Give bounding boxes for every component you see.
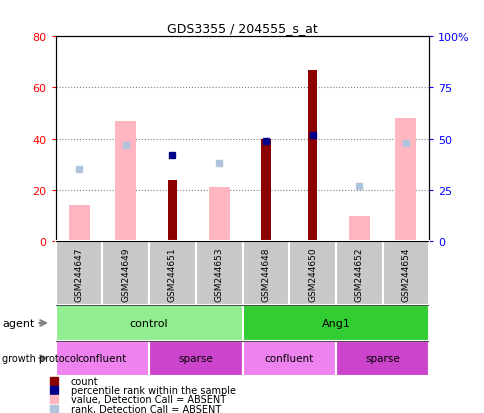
Bar (335, 341, 428, 376)
Bar (56, 306, 242, 341)
Bar (149, 341, 242, 376)
Bar (348, 216, 369, 242)
Bar (242, 306, 428, 341)
Text: count: count (71, 376, 98, 386)
Bar (394, 119, 416, 242)
Bar (242, 242, 288, 306)
Bar (307, 70, 317, 242)
Text: GSM244654: GSM244654 (401, 247, 409, 301)
Text: sparse: sparse (178, 353, 213, 363)
Text: GSM244651: GSM244651 (167, 247, 177, 301)
Bar (260, 140, 270, 242)
Bar (335, 242, 382, 306)
Text: GSM244647: GSM244647 (75, 247, 83, 301)
Bar (56, 341, 149, 376)
Text: Ang1: Ang1 (321, 318, 349, 328)
Bar (382, 242, 428, 306)
Text: control: control (130, 318, 168, 328)
Bar (115, 121, 136, 242)
Text: GSM244652: GSM244652 (354, 247, 363, 301)
Bar (68, 206, 90, 242)
Text: rank, Detection Call = ABSENT: rank, Detection Call = ABSENT (71, 404, 221, 413)
Bar (242, 341, 335, 376)
Text: sparse: sparse (364, 353, 399, 363)
Bar (149, 242, 196, 306)
Text: GSM244648: GSM244648 (261, 247, 270, 301)
Bar (102, 242, 149, 306)
Text: confluent: confluent (77, 353, 127, 363)
Text: growth protocol: growth protocol (2, 353, 79, 363)
Bar (208, 188, 229, 242)
Text: agent: agent (2, 318, 35, 328)
Title: GDS3355 / 204555_s_at: GDS3355 / 204555_s_at (167, 21, 317, 35)
Text: GSM244650: GSM244650 (307, 247, 317, 301)
Bar (56, 242, 102, 306)
Bar (288, 242, 335, 306)
Text: GSM244653: GSM244653 (214, 247, 223, 301)
Text: value, Detection Call = ABSENT: value, Detection Call = ABSENT (71, 394, 226, 404)
Text: GSM244649: GSM244649 (121, 247, 130, 301)
Bar (167, 180, 177, 242)
Text: percentile rank within the sample: percentile rank within the sample (71, 385, 236, 395)
Text: confluent: confluent (264, 353, 313, 363)
Bar (196, 242, 242, 306)
